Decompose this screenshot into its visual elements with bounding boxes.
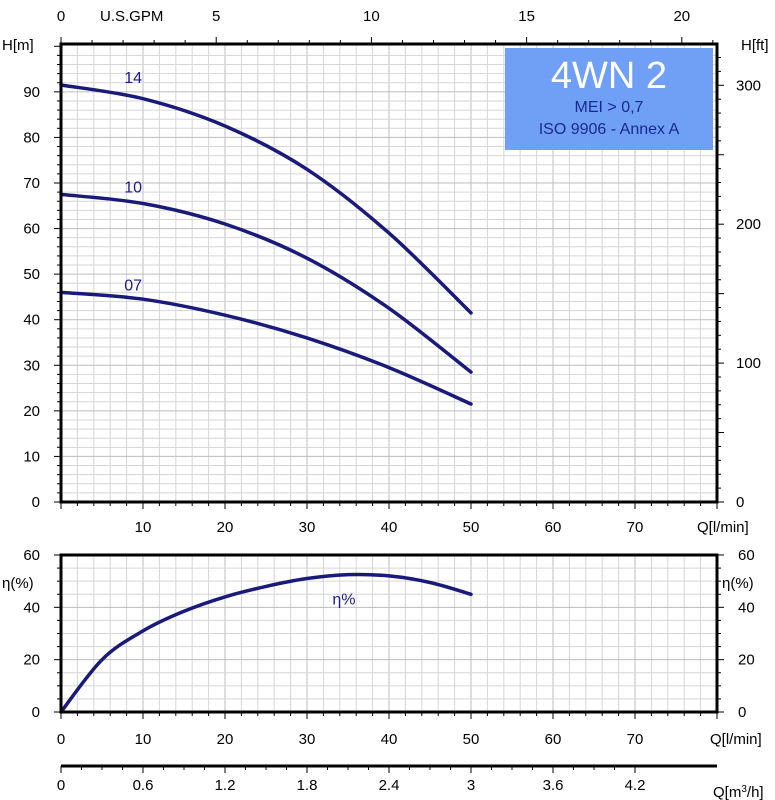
x-axis-label-main: Q[l/min]: [697, 519, 749, 536]
y-tick-label: 80: [23, 129, 40, 146]
y-tick-label: 40: [23, 312, 40, 329]
efficiency-curve: [59, 572, 473, 714]
gpm-tick-label: 10: [363, 8, 380, 25]
m3h-tick-label: 1.8: [297, 777, 318, 794]
x-tick-label: 30: [299, 519, 316, 536]
m3h-label-sup: 3: [741, 784, 747, 795]
model-badge-box: [505, 48, 713, 150]
y-tick-label: 20: [23, 403, 40, 420]
m3h-label-end: /h]: [747, 784, 764, 800]
x-tick-label: 50: [463, 519, 480, 536]
eta-x-tick-label: 30: [299, 731, 316, 748]
x-axis-label-m3h: Q[m3/h]: [713, 784, 764, 800]
ft-tick-label: 300: [736, 77, 761, 94]
model-standard: ISO 9906 - Annex A: [539, 121, 680, 138]
eta-y-tick-label: 0: [32, 704, 40, 721]
y-tick-label: 10: [23, 448, 40, 465]
gpm-tick-label: 15: [518, 8, 535, 25]
curve-label-14: 14: [124, 70, 142, 87]
eta-x-tick-label: 10: [135, 731, 152, 748]
y-tick-label: 30: [23, 357, 40, 374]
eta-y-tick-label-right: 40: [738, 599, 755, 616]
curve-label-07: 07: [124, 277, 142, 294]
m3h-tick-label: 2.4: [379, 777, 400, 794]
eta-x-tick-label: 70: [627, 731, 644, 748]
efficiency-curve-label: η%: [332, 592, 355, 609]
eta-y-tick-label: 20: [23, 652, 40, 669]
curve-label-10: 10: [124, 179, 142, 196]
x-tick-label: 40: [381, 519, 398, 536]
eta-axis-label-left: η(%): [2, 575, 34, 592]
m3h-tick-label: 0.6: [133, 777, 154, 794]
x-axis-label-eta: Q[l/min]: [710, 731, 762, 748]
x-tick-label: 70: [627, 519, 644, 536]
eta-x-tick-label: 20: [217, 731, 234, 748]
model-mei: MEI > 0,7: [575, 99, 644, 116]
y-tick-label: 90: [23, 84, 40, 101]
m3h-tick-label: 0: [57, 777, 65, 794]
model-title: 4WN 2: [551, 55, 667, 97]
eta-y-tick-label-right: 20: [738, 652, 755, 669]
head-curve-07: [59, 290, 473, 406]
gpm-tick-label: 0: [57, 8, 65, 25]
gpm-tick-label: 20: [673, 8, 690, 25]
y-axis-label-right: H[ft]: [741, 37, 769, 54]
y-tick-label: 60: [23, 221, 40, 238]
eta-x-tick-label: 0: [57, 731, 65, 748]
m3h-label-base: Q[m: [713, 784, 741, 800]
ft-tick-label: 200: [736, 216, 761, 233]
y-tick-label: 0: [32, 494, 40, 511]
x-axis-label-top: U.S.GPM: [100, 8, 163, 25]
x-tick-label: 60: [545, 519, 562, 536]
model-badge: 4WN 2 MEI > 0,7 ISO 9906 - Annex A: [505, 48, 713, 150]
grid: [61, 44, 717, 712]
m3h-tick-label: 3: [467, 777, 475, 794]
y-tick-label: 50: [23, 266, 40, 283]
curves: 14 10 07 η%: [59, 70, 473, 714]
y-axis-label-left: H[m]: [2, 37, 34, 54]
m3h-tick-label: 4.2: [625, 777, 646, 794]
eta-axis-label-right: η(%): [722, 575, 754, 592]
head-curve-14: [59, 83, 473, 315]
eta-y-tick-label: 40: [23, 599, 40, 616]
m3h-tick-label: 1.2: [215, 777, 236, 794]
eta-x-tick-label: 60: [545, 731, 562, 748]
y-tick-label: 70: [23, 175, 40, 192]
head-curve-10: [59, 192, 473, 374]
ft-tick-label: 100: [736, 355, 761, 372]
x-tick-label: 20: [217, 519, 234, 536]
m3h-tick-label: 3.6: [543, 777, 564, 794]
eta-x-tick-label: 40: [381, 731, 398, 748]
eta-y-tick-label-right: 60: [738, 547, 755, 564]
gpm-tick-label: 5: [212, 8, 220, 25]
ft-tick-label: 0: [736, 494, 744, 511]
eta-y-tick-label-right: 0: [738, 704, 746, 721]
x-tick-label: 10: [135, 519, 152, 536]
eta-x-tick-label: 50: [463, 731, 480, 748]
frames: [54, 37, 724, 773]
eta-y-tick-label: 60: [23, 547, 40, 564]
